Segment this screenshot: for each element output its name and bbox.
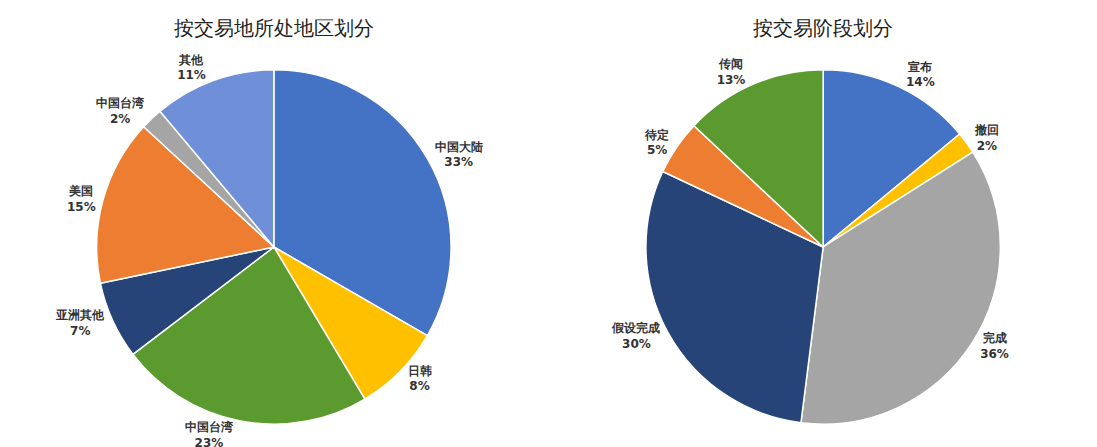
svg-text:撤回2%: 撤回2%	[974, 123, 999, 153]
svg-text:完成36%: 完成36%	[980, 331, 1009, 361]
svg-text:美国15%: 美国15%	[67, 184, 96, 214]
svg-text:按交易阶段划分: 按交易阶段划分	[753, 16, 893, 40]
svg-text:待定5%: 待定5%	[644, 128, 669, 158]
svg-text:传闻13%: 传闻13%	[717, 57, 746, 87]
svg-text:亚洲其他7%: 亚洲其他7%	[55, 308, 105, 338]
svg-text:按交易地所处地区划分: 按交易地所处地区划分	[174, 16, 374, 40]
svg-text:宣布14%: 宣布14%	[906, 60, 935, 90]
svg-text:中国大陆33%: 中国大陆33%	[435, 140, 483, 170]
svg-text:中国台湾23%: 中国台湾23%	[185, 420, 233, 447]
svg-text:日韩8%: 日韩8%	[408, 364, 432, 394]
svg-text:假设完成30%: 假设完成30%	[611, 321, 660, 351]
svg-text:中国台湾2%: 中国台湾2%	[96, 96, 144, 126]
svg-text:其他11%: 其他11%	[177, 53, 206, 83]
